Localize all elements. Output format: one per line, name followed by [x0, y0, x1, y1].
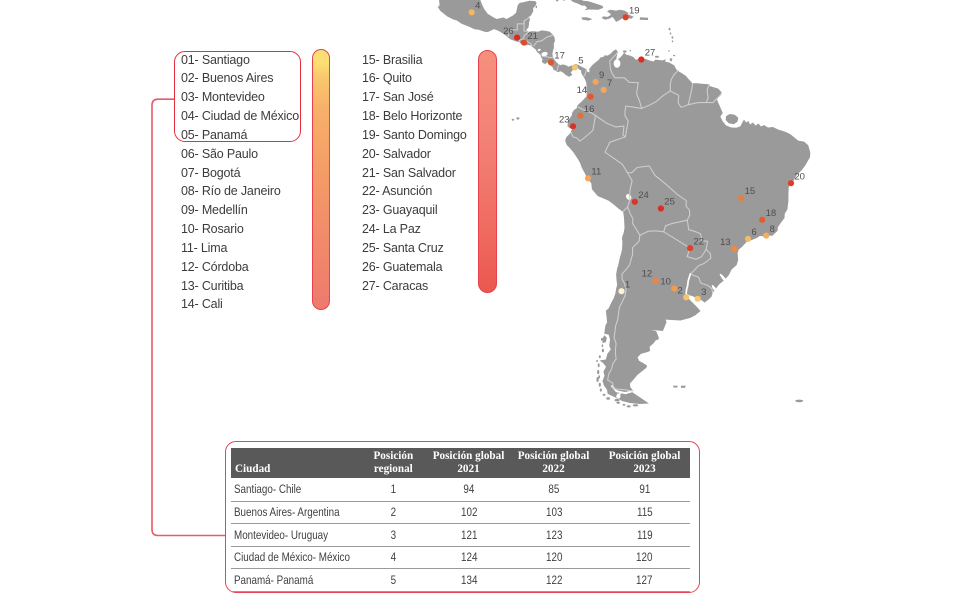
svg-text:8: 8: [770, 224, 775, 235]
svg-text:20: 20: [794, 171, 805, 182]
svg-text:12: 12: [642, 269, 653, 280]
svg-text:2: 2: [678, 286, 683, 297]
svg-text:13: 13: [720, 237, 731, 248]
svg-text:16: 16: [584, 104, 595, 115]
svg-text:26: 26: [503, 26, 514, 37]
svg-text:10: 10: [660, 277, 671, 288]
svg-text:5: 5: [578, 56, 583, 67]
svg-text:22: 22: [694, 236, 705, 247]
svg-text:11: 11: [591, 167, 601, 178]
svg-text:4: 4: [475, 1, 480, 12]
svg-text:6: 6: [751, 227, 756, 238]
svg-text:19: 19: [629, 6, 640, 17]
svg-text:18: 18: [766, 208, 777, 219]
svg-text:25: 25: [664, 197, 675, 208]
svg-text:24: 24: [638, 190, 649, 201]
svg-text:7: 7: [607, 78, 612, 89]
svg-text:23: 23: [559, 115, 570, 126]
svg-text:21: 21: [527, 31, 538, 42]
svg-text:3: 3: [701, 287, 706, 298]
svg-text:14: 14: [577, 85, 588, 96]
svg-text:15: 15: [745, 186, 756, 197]
svg-text:1: 1: [625, 279, 630, 290]
svg-text:17: 17: [554, 51, 565, 62]
svg-text:9: 9: [599, 70, 604, 81]
svg-text:27: 27: [645, 48, 656, 59]
